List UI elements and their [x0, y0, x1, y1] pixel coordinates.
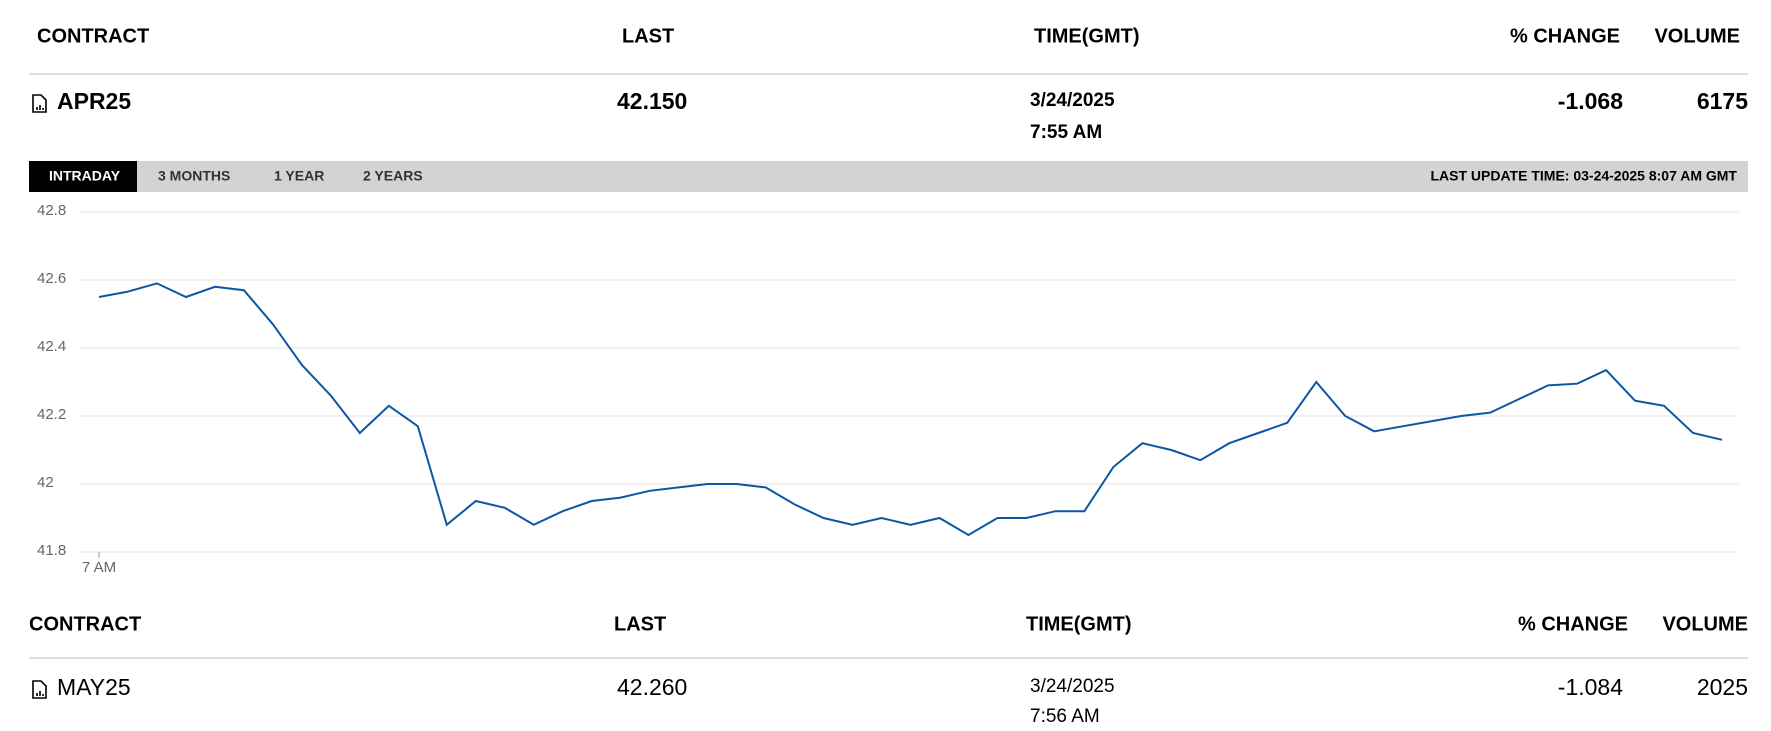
- y-tick-label: 42.6: [37, 270, 66, 287]
- active-tab-bg: [29, 161, 137, 192]
- change: -1.068: [1558, 88, 1623, 114]
- doc-icon: [32, 94, 47, 113]
- x-tick-label: 7 AM: [82, 559, 116, 576]
- y-tick-label: 42.4: [37, 338, 66, 355]
- last-update: LAST UPDATE TIME: 03-24-2025 8:07 AM GMT: [1430, 168, 1737, 184]
- tab[interactable]: INTRADAY: [49, 168, 121, 184]
- column-header: VOLUME: [1662, 613, 1748, 635]
- column-header: % CHANGE: [1510, 25, 1620, 47]
- column-header: LAST: [622, 25, 674, 47]
- volume: 2025: [1697, 674, 1748, 700]
- column-header: % CHANGE: [1518, 613, 1628, 635]
- column-header: LAST: [614, 613, 666, 635]
- tab[interactable]: 3 MONTHS: [158, 168, 230, 184]
- last: 42.260: [617, 674, 687, 700]
- tab-bar: [29, 161, 1748, 192]
- column-header: CONTRACT: [29, 613, 141, 635]
- y-tick-label: 41.8: [37, 542, 66, 559]
- tab[interactable]: 2 YEARS: [363, 168, 423, 184]
- contract[interactable]: MAY25: [57, 674, 131, 700]
- y-tick-label: 42.8: [37, 202, 66, 219]
- date: 3/24/2025: [1030, 90, 1115, 111]
- column-header: CONTRACT: [37, 25, 149, 47]
- last: 42.150: [617, 88, 687, 114]
- column-header: VOLUME: [1654, 25, 1740, 47]
- doc-icon: [32, 680, 47, 699]
- column-header: TIME(GMT): [1026, 613, 1132, 635]
- date: 3/24/2025: [1030, 676, 1115, 697]
- volume: 6175: [1697, 88, 1748, 114]
- price-line: [98, 282, 1723, 537]
- y-tick-label: 42: [37, 474, 54, 491]
- column-header: TIME(GMT): [1034, 25, 1140, 47]
- tab[interactable]: 1 YEAR: [274, 168, 324, 184]
- contract[interactable]: APR25: [57, 88, 131, 114]
- time: 7:56 AM: [1030, 706, 1100, 727]
- change: -1.084: [1558, 674, 1623, 700]
- time: 7:55 AM: [1030, 122, 1102, 143]
- y-tick-label: 42.2: [37, 406, 66, 423]
